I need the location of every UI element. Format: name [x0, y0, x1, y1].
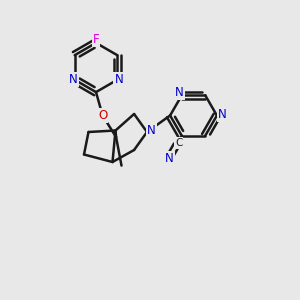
Text: O: O	[98, 109, 107, 122]
Text: N: N	[218, 108, 227, 122]
Text: F: F	[93, 33, 99, 46]
Text: C: C	[175, 138, 183, 148]
Text: N: N	[165, 152, 174, 165]
Text: N: N	[114, 73, 123, 86]
Text: N: N	[69, 73, 78, 86]
Text: N: N	[147, 124, 156, 137]
Text: N: N	[175, 86, 184, 99]
